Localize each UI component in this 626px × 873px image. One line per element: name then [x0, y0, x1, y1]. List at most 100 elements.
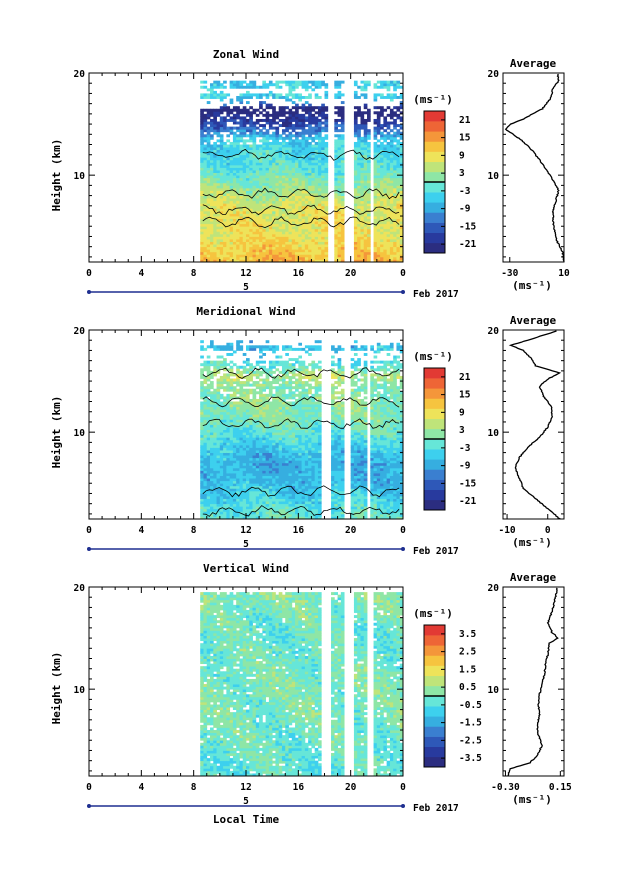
- heatmap-cell: [252, 159, 257, 163]
- heatmap-cell: [219, 190, 224, 194]
- heatmap-cell: [213, 185, 217, 189]
- heatmap-cell: [236, 246, 240, 250]
- heatmap-cell: [298, 93, 302, 97]
- heatmap-cell: [298, 134, 302, 138]
- heatmap-cell: [308, 172, 312, 176]
- heatmap-cell: [210, 218, 214, 222]
- heatmap-cell: [249, 121, 253, 125]
- heatmap-cell: [242, 444, 247, 448]
- heatmap-cell: [252, 239, 257, 242]
- heatmap-cell: [291, 226, 296, 230]
- heatmap-cell: [229, 239, 234, 242]
- heatmap-cell: [206, 131, 211, 135]
- heatmap-cell: [226, 378, 231, 382]
- heatmap-cell: [363, 80, 368, 84]
- heatmap-cell: [295, 177, 299, 181]
- heatmap-cell: [357, 157, 361, 161]
- heatmap-cell: [399, 93, 404, 97]
- heatmap-cell: [200, 241, 204, 245]
- heatmap-cell: [357, 131, 361, 135]
- heatmap-cell: [281, 231, 286, 235]
- heatmap-cell: [210, 221, 214, 225]
- heatmap-cell: [285, 208, 289, 212]
- heatmap-cell: [340, 259, 345, 263]
- heatmap-cell: [252, 200, 257, 204]
- heatmap-cell: [223, 439, 227, 443]
- heatmap-cell: [288, 216, 293, 219]
- heatmap-cell: [399, 228, 404, 232]
- heatmap-cell: [200, 236, 204, 240]
- heatmap-cell: [360, 185, 365, 189]
- heatmap-cell: [324, 231, 329, 235]
- heatmap-cell: [262, 108, 267, 112]
- heatmap-cell: [380, 210, 384, 214]
- heatmap-cell: [288, 164, 293, 168]
- heatmap-cell: [262, 513, 267, 517]
- heatmap-cell: [380, 233, 384, 237]
- heatmap-cell: [262, 152, 267, 156]
- heatmap-cell: [367, 241, 371, 245]
- heatmap-cell: [200, 129, 204, 133]
- heatmap-cell: [242, 473, 247, 476]
- heatmap-cell: [288, 85, 293, 89]
- heatmap-cell: [383, 205, 388, 209]
- heatmap-cell: [252, 370, 257, 374]
- heatmap-cell: [236, 490, 240, 494]
- heatmap-cell: [216, 363, 221, 367]
- heatmap-cell: [334, 106, 338, 110]
- heatmap-cell: [295, 126, 299, 130]
- heatmap-cell: [200, 488, 204, 492]
- heatmap-cell: [311, 228, 316, 232]
- heatmap-cell: [383, 129, 388, 133]
- heatmap-cell: [262, 246, 267, 250]
- heatmap-cell: [246, 149, 250, 153]
- heatmap-cell: [236, 144, 240, 148]
- heatmap-cell: [213, 416, 217, 420]
- heatmap-cell: [288, 223, 293, 227]
- heatmap-cell: [275, 175, 280, 179]
- heatmap-cell: [295, 85, 299, 89]
- heatmap-cell: [239, 198, 244, 202]
- heatmap-cell: [200, 467, 204, 471]
- colorbar-tick-label: 15: [459, 133, 471, 144]
- heatmap-cell: [200, 462, 204, 466]
- heatmap-cell: [236, 95, 240, 99]
- heatmap-cell: [268, 203, 273, 207]
- heatmap-cell: [334, 185, 338, 189]
- heatmap-cell: [226, 429, 231, 433]
- heatmap-cell: [272, 180, 276, 184]
- heatmap-cell: [376, 126, 381, 130]
- heatmap-cell: [203, 208, 208, 212]
- heatmap-cell: [255, 447, 260, 451]
- heatmap-cell: [278, 241, 283, 245]
- heatmap-cell: [380, 159, 384, 163]
- heatmap-cell: [216, 368, 221, 372]
- heatmap-cell: [281, 164, 286, 168]
- heatmap-cell: [272, 95, 276, 99]
- heatmap-cell: [285, 241, 289, 245]
- heatmap-cell: [213, 131, 217, 135]
- heatmap-cell: [314, 177, 319, 181]
- heatmap-cell: [399, 106, 404, 110]
- heatmap-cell: [259, 424, 263, 428]
- heatmap-cell: [223, 231, 227, 235]
- heatmap-cell: [255, 450, 260, 453]
- heatmap-cell: [255, 170, 260, 173]
- heatmap-cell: [203, 154, 208, 158]
- heatmap-cell: [262, 126, 267, 130]
- heatmap-cell: [210, 111, 214, 115]
- heatmap-cell: [206, 93, 211, 97]
- heatmap-cell: [226, 164, 231, 168]
- heatmap-cell: [367, 259, 371, 263]
- heatmap-cell: [246, 490, 250, 494]
- heatmap-cell: [206, 401, 211, 405]
- heatmap-cell: [226, 93, 231, 97]
- heatmap-cell: [311, 259, 316, 263]
- heatmap-cell: [281, 187, 286, 191]
- heatmap-cell: [389, 113, 394, 117]
- heatmap-cell: [396, 193, 401, 196]
- heatmap-cell: [239, 508, 244, 512]
- heatmap-cell: [268, 152, 273, 156]
- heatmap-cell: [246, 406, 250, 410]
- heatmap-cell: [216, 511, 221, 515]
